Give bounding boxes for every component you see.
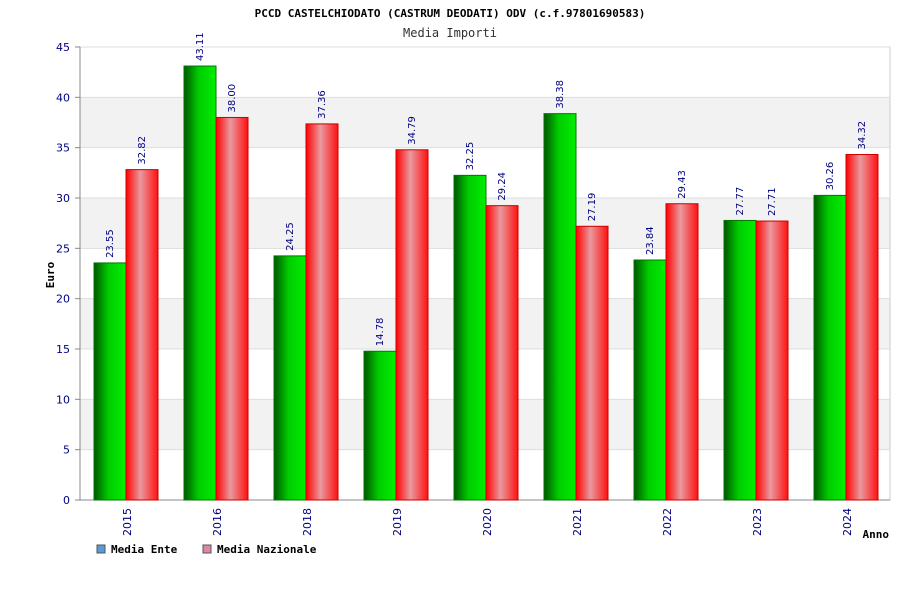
x-tick-label: 2018 — [301, 508, 314, 536]
bar-media-nazionale — [125, 169, 159, 501]
bar-media-nazionale — [665, 203, 699, 501]
y-tick-label: 10 — [56, 393, 70, 406]
bar-media-nazionale — [575, 225, 609, 501]
data-label: 38.00 — [227, 84, 238, 113]
bar-media-ente — [93, 262, 127, 501]
bar-media-ente — [363, 350, 397, 501]
x-tick-label: 2024 — [841, 508, 854, 536]
bar-media-ente — [183, 65, 217, 501]
chart-subtitle: Media Importi — [403, 26, 497, 40]
y-tick-label: 25 — [56, 242, 70, 255]
bar-media-ente — [723, 219, 757, 501]
data-label: 32.25 — [465, 142, 476, 171]
x-tick-label: 2016 — [211, 508, 224, 536]
data-label: 32.82 — [137, 136, 148, 165]
y-tick-label: 45 — [56, 41, 70, 54]
x-tick-label: 2021 — [571, 508, 584, 536]
y-tick-label: 20 — [56, 293, 70, 306]
data-label: 37.36 — [317, 90, 328, 119]
legend-label: Media Nazionale — [217, 543, 317, 556]
bar-media-ente — [813, 194, 847, 501]
y-tick-label: 40 — [56, 91, 70, 104]
data-label: 30.26 — [825, 162, 836, 191]
data-label: 38.38 — [555, 80, 566, 109]
bars — [93, 65, 879, 501]
y-tick-label: 0 — [63, 494, 70, 507]
bar-media-ente — [453, 174, 487, 501]
data-label: 27.77 — [735, 187, 746, 216]
data-label: 23.84 — [645, 226, 656, 255]
legend: Media Ente Media Nazionale — [96, 543, 317, 556]
bar-media-nazionale — [485, 205, 519, 501]
y-axis-title: Euro — [44, 261, 57, 288]
bar-media-nazionale — [215, 116, 249, 501]
data-label: 43.11 — [195, 32, 206, 61]
legend-label: Media Ente — [111, 543, 178, 556]
data-label: 24.25 — [285, 222, 296, 251]
x-tick-label: 2015 — [121, 508, 134, 536]
bar-media-ente — [633, 259, 667, 501]
data-label: 27.71 — [767, 187, 778, 216]
y-tick-label: 35 — [56, 142, 70, 155]
bar-media-nazionale — [845, 154, 879, 501]
data-label: 14.78 — [375, 318, 386, 347]
chart-title: PCCD CASTELCHIODATO (CASTRUM DEODATI) OD… — [255, 7, 646, 20]
bar-media-nazionale — [305, 123, 339, 501]
legend-swatch — [202, 544, 212, 554]
data-labels: 23.55 32.82 43.11 38.00 24.25 37.36 14.78 34.79… — [105, 32, 868, 346]
data-label: 27.19 — [587, 193, 598, 222]
legend-swatch — [96, 544, 106, 554]
y-tick-label: 30 — [56, 192, 70, 205]
x-axis-ticks: 2015 2016 2018 2019 2020 2021 2022 2023 2024 — [121, 508, 854, 536]
x-tick-label: 2023 — [751, 508, 764, 536]
data-label: 34.79 — [407, 116, 418, 145]
x-tick-label: 2020 — [481, 508, 494, 536]
bar-media-ente — [543, 113, 577, 501]
bar-media-nazionale — [755, 220, 789, 501]
y-tick-label: 15 — [56, 343, 70, 356]
data-label: 23.55 — [105, 229, 116, 258]
data-label: 34.32 — [857, 121, 868, 150]
data-label: 29.24 — [497, 172, 508, 201]
x-axis-title: Anno — [863, 528, 890, 541]
bar-media-ente — [273, 255, 307, 501]
data-label: 29.43 — [677, 170, 688, 199]
x-tick-label: 2019 — [391, 508, 404, 536]
bar-media-nazionale — [395, 149, 429, 501]
x-tick-label: 2022 — [661, 508, 674, 536]
y-tick-label: 5 — [63, 444, 70, 457]
